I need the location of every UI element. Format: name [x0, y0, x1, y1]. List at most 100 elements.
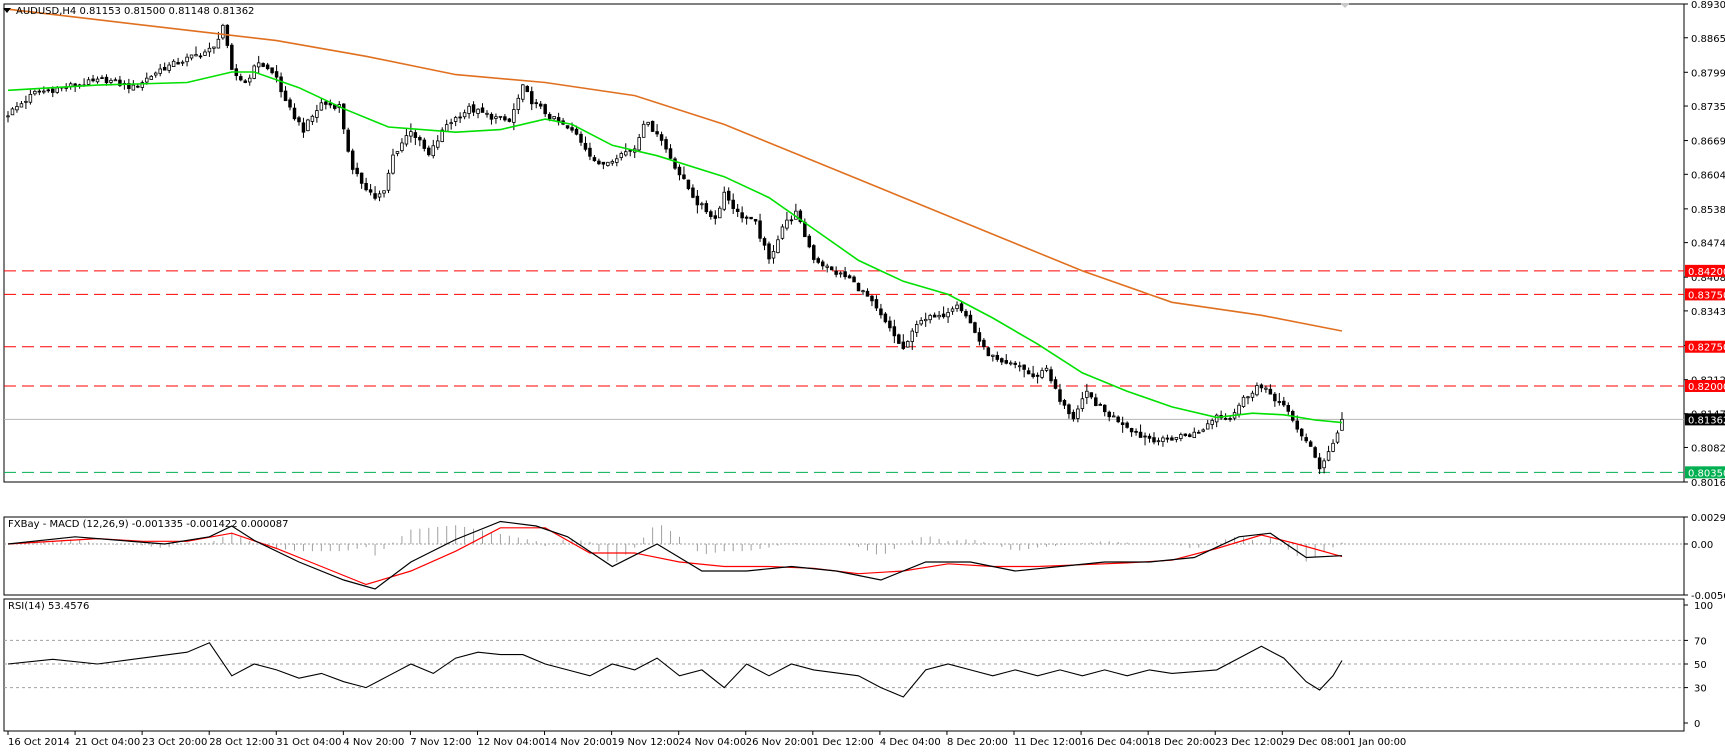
- candle-body: [485, 112, 489, 115]
- collapse-triangle-icon[interactable]: [3, 8, 11, 13]
- candle-body: [530, 91, 534, 105]
- marks-layer: [4, 8, 1684, 698]
- candle-body: [1170, 437, 1174, 441]
- candle-body: [1237, 404, 1241, 415]
- candle-body: [606, 161, 610, 166]
- candle-body: [1246, 396, 1250, 399]
- candle-body: [413, 132, 418, 138]
- candle-body: [919, 320, 923, 325]
- candle-body: [33, 90, 37, 95]
- candle-body: [874, 299, 879, 309]
- candle-body: [109, 79, 113, 83]
- candle-body: [704, 203, 709, 213]
- candle-body: [986, 347, 991, 357]
- candle-body: [767, 243, 771, 260]
- candle-body: [471, 104, 476, 113]
- rsi-y-tick-label: 50: [1694, 660, 1707, 671]
- candle-body: [982, 339, 986, 347]
- candle-body: [937, 314, 941, 318]
- candle-body: [489, 113, 494, 120]
- candle-body: [1058, 389, 1062, 402]
- candle-body: [1062, 400, 1067, 406]
- candle-body: [686, 179, 691, 190]
- candle-body: [722, 191, 726, 210]
- candle-body: [601, 161, 606, 165]
- candle-body: [1040, 370, 1044, 378]
- candle-body: [534, 102, 538, 105]
- level-price-tag: [1685, 340, 1725, 353]
- candle-body: [843, 271, 847, 278]
- candle-body: [418, 137, 422, 141]
- y-tick-label: 0.87995: [1691, 68, 1725, 79]
- candle-body: [91, 78, 95, 82]
- candle-body: [713, 215, 718, 219]
- candle-body: [1013, 362, 1017, 365]
- candle-body: [118, 79, 122, 86]
- candle-body: [1197, 431, 1201, 434]
- candle-body: [816, 258, 820, 263]
- candle-body: [37, 90, 42, 93]
- main-header: AUDUSD,H4 0.81153 0.81500 0.81148 0.8136…: [16, 6, 254, 17]
- candle-body: [28, 94, 33, 103]
- candle-body: [427, 147, 431, 156]
- candle-body: [758, 220, 762, 239]
- level-price-tag: [1685, 288, 1725, 301]
- candle-body: [588, 147, 592, 157]
- candle-body: [1214, 414, 1219, 423]
- candle-body: [51, 88, 55, 93]
- candle-body: [274, 71, 279, 78]
- candle-body: [1067, 404, 1071, 415]
- candle-body: [1295, 420, 1299, 430]
- x-tick-label: 31 Oct 04:00: [276, 737, 341, 748]
- candle-body: [1004, 360, 1009, 364]
- candle-body: [359, 172, 364, 184]
- candle-body: [113, 79, 118, 82]
- candle-body: [946, 312, 950, 318]
- candle-body: [682, 174, 686, 180]
- candle-body: [1080, 398, 1085, 409]
- candle-body: [386, 172, 391, 191]
- candle-body: [1228, 418, 1232, 420]
- candle-body: [968, 314, 973, 324]
- x-tick-label: 28 Oct 12:00: [209, 737, 274, 748]
- candle-body: [1120, 422, 1125, 425]
- candle-body: [1152, 437, 1156, 443]
- candle-body: [512, 109, 516, 123]
- candle-body: [1143, 435, 1147, 438]
- candle-body: [15, 106, 19, 111]
- candle-body: [888, 320, 892, 329]
- candle-body: [247, 77, 252, 83]
- candle-body: [1156, 440, 1161, 443]
- candle-body: [100, 77, 104, 80]
- shift-marker-icon[interactable]: [1340, 3, 1350, 8]
- candle-body: [700, 203, 704, 206]
- candle-body: [552, 116, 556, 120]
- x-tick-label: 16 Oct 2014: [8, 737, 70, 748]
- macd-panel-frame: [3, 516, 1685, 596]
- candle-body: [167, 64, 171, 71]
- candle-body: [829, 266, 834, 271]
- candle-body: [1026, 370, 1031, 375]
- candle-body: [1340, 418, 1344, 431]
- candle-body: [176, 62, 180, 65]
- x-tick-label: 23 Dec 12:00: [1215, 737, 1282, 748]
- candle-body: [641, 123, 646, 138]
- candle-body: [820, 261, 825, 267]
- candle-body: [409, 131, 413, 137]
- candle-body: [243, 80, 247, 83]
- x-tick-label: 26 Nov 20:00: [746, 737, 813, 748]
- candle-body: [695, 195, 700, 206]
- candle-body: [547, 113, 552, 120]
- candle-body: [1053, 379, 1058, 389]
- candle-body: [785, 219, 789, 229]
- candle-body: [162, 66, 167, 71]
- candle-body: [1138, 431, 1143, 438]
- candle-body: [145, 77, 149, 83]
- candle-body: [664, 139, 668, 150]
- candle-body: [691, 187, 695, 198]
- y-tick-label: 0.80825: [1691, 443, 1725, 454]
